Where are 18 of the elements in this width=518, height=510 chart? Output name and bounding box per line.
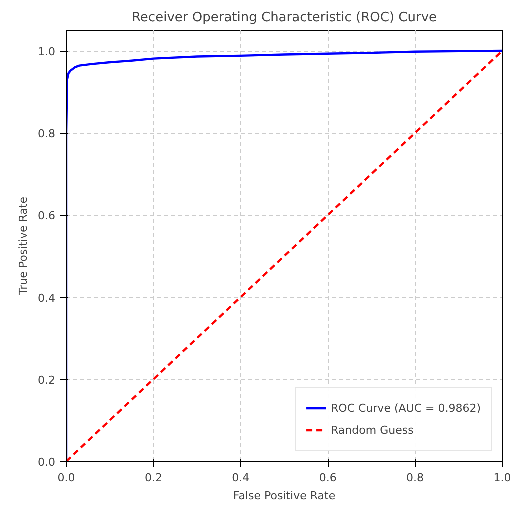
y-tick-label: 0.6 bbox=[38, 210, 56, 223]
x-tick-label: 0.4 bbox=[232, 472, 250, 484]
y-tick-label: 0.2 bbox=[38, 374, 56, 387]
chart-title: Receiver Operating Characteristic (ROC) Curve bbox=[132, 10, 438, 26]
legend-label: Random Guess bbox=[331, 424, 414, 436]
y-tick-label: 0.0 bbox=[38, 456, 56, 469]
legend-label: ROC Curve (AUC = 0.9862) bbox=[331, 402, 481, 414]
y-tick-label: 1.0 bbox=[38, 46, 56, 59]
x-tick-label: 0.0 bbox=[58, 472, 76, 484]
x-tick-label: 0.6 bbox=[319, 472, 337, 484]
x-tick-label: 0.8 bbox=[406, 472, 424, 484]
x-tick-label: 1.0 bbox=[494, 472, 512, 484]
y-axis-title: True Positive Rate bbox=[17, 196, 30, 296]
x-tick-label: 0.2 bbox=[144, 472, 162, 484]
y-tick-label: 0.4 bbox=[38, 292, 56, 305]
y-tick-label: 0.8 bbox=[38, 128, 56, 141]
x-axis-title: False Positive Rate bbox=[233, 490, 336, 502]
line-series bbox=[66, 50, 502, 462]
